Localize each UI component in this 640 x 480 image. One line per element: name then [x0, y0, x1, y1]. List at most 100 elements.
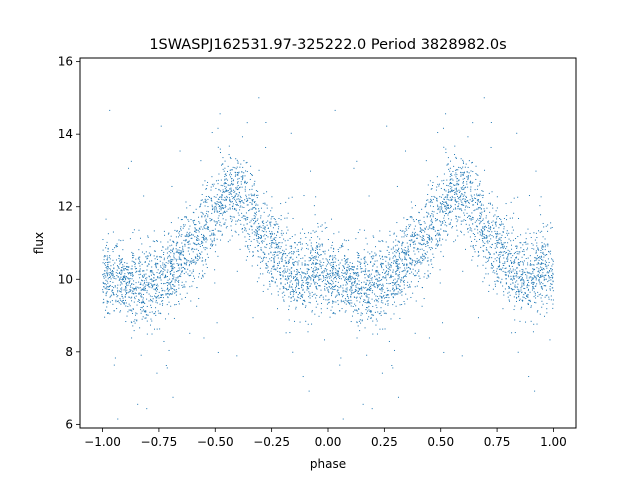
- data-point: [387, 246, 389, 248]
- data-point: [464, 209, 466, 211]
- data-point: [116, 296, 118, 298]
- data-point: [322, 272, 324, 274]
- data-point: [162, 268, 164, 270]
- data-point: [250, 225, 252, 227]
- data-point: [167, 246, 169, 248]
- data-point: [183, 262, 185, 264]
- data-point: [474, 236, 476, 238]
- data-point: [546, 312, 548, 314]
- data-point: [106, 272, 108, 274]
- data-point: [287, 261, 289, 263]
- data-point: [183, 286, 185, 288]
- data-point: [523, 250, 525, 252]
- data-point: [309, 277, 311, 279]
- data-point: [217, 179, 219, 181]
- data-point: [187, 236, 189, 238]
- data-point: [423, 216, 425, 218]
- data-point: [185, 235, 187, 237]
- data-point: [262, 227, 264, 229]
- data-point: [428, 201, 430, 203]
- data-point: [404, 256, 406, 258]
- data-point: [381, 256, 383, 258]
- data-point: [301, 262, 303, 264]
- data-point: [396, 185, 398, 187]
- data-point: [296, 250, 298, 252]
- data-point: [373, 284, 375, 286]
- data-point: [359, 288, 361, 290]
- data-point: [179, 258, 181, 260]
- data-point: [481, 235, 483, 237]
- data-point: [510, 253, 512, 255]
- data-point: [144, 303, 146, 304]
- data-point: [219, 201, 221, 203]
- data-point: [177, 242, 179, 244]
- data-point: [272, 240, 274, 242]
- data-point: [180, 263, 182, 265]
- data-point: [357, 254, 359, 256]
- data-point: [379, 274, 381, 276]
- data-point: [486, 241, 488, 243]
- data-point: [527, 243, 529, 245]
- data-point: [304, 264, 306, 266]
- data-point: [412, 292, 414, 294]
- data-point: [486, 235, 488, 237]
- data-point: [434, 230, 436, 232]
- data-point: [430, 259, 432, 261]
- data-point: [525, 241, 527, 243]
- data-point: [357, 265, 359, 267]
- data-point: [294, 320, 296, 322]
- data-point: [540, 275, 542, 277]
- data-point: [537, 310, 539, 312]
- data-point: [251, 232, 253, 234]
- data-point: [149, 260, 151, 262]
- data-point: [322, 264, 324, 266]
- data-point: [397, 266, 399, 268]
- data-point: [267, 227, 269, 229]
- data-point: [302, 302, 304, 304]
- data-point: [311, 267, 312, 269]
- data-point: [314, 313, 316, 315]
- data-point: [408, 286, 410, 288]
- data-point: [375, 246, 376, 248]
- data-point: [149, 286, 151, 288]
- data-point: [362, 301, 364, 303]
- data-point: [395, 293, 397, 295]
- data-point: [102, 291, 104, 293]
- data-point: [544, 254, 546, 256]
- data-point: [482, 240, 484, 242]
- data-point: [468, 172, 470, 174]
- data-point: [456, 180, 458, 182]
- data-point: [120, 288, 122, 290]
- data-point: [379, 241, 381, 243]
- data-point: [196, 236, 198, 238]
- data-point: [182, 227, 184, 229]
- data-point: [198, 216, 200, 218]
- data-point: [392, 257, 394, 259]
- data-point: [306, 282, 308, 284]
- data-point: [127, 277, 129, 279]
- data-point: [315, 258, 317, 260]
- data-point: [290, 271, 292, 273]
- data-point: [477, 265, 479, 267]
- data-point: [167, 279, 169, 281]
- data-point: [127, 272, 129, 274]
- data-point: [235, 210, 237, 212]
- data-point: [134, 264, 136, 266]
- data-point: [106, 286, 108, 288]
- data-point: [268, 230, 270, 232]
- data-point: [329, 277, 331, 279]
- data-point: [277, 291, 279, 293]
- data-point: [542, 303, 544, 305]
- data-point: [118, 302, 120, 304]
- data-point: [267, 220, 269, 222]
- data-point: [106, 275, 108, 277]
- data-point: [196, 239, 198, 241]
- data-point: [370, 261, 372, 263]
- data-point: [126, 269, 128, 271]
- data-point: [357, 275, 359, 277]
- data-point: [496, 231, 498, 233]
- data-point: [395, 265, 397, 267]
- data-point: [403, 279, 405, 281]
- data-point: [345, 240, 347, 242]
- data-point: [202, 260, 204, 262]
